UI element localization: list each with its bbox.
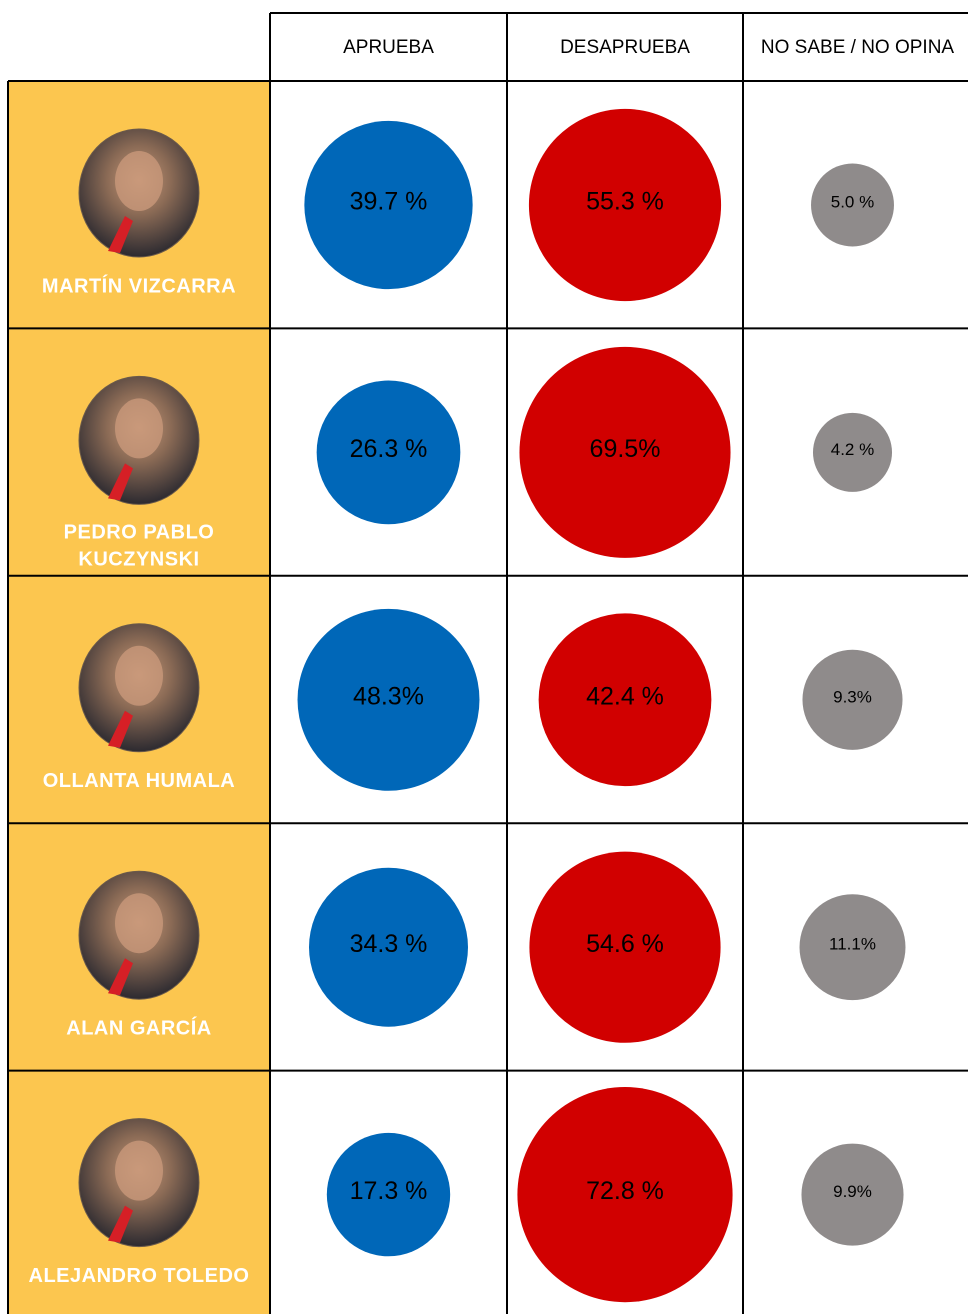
president-name: KUCZYNSKI (78, 549, 199, 571)
portrait-face (115, 646, 163, 706)
president-name: OLLANTA HUMALA (43, 770, 236, 792)
president-name: ALEJANDRO TOLEDO (29, 1265, 250, 1287)
value-label: 5.0 % (831, 192, 874, 211)
president-name: PEDRO PABLO (64, 522, 215, 544)
value-label: 9.9% (833, 1182, 872, 1201)
portrait-face (115, 398, 163, 458)
value-label: 72.8 % (586, 1177, 664, 1205)
president-name: ALAN GARCÍA (66, 1016, 212, 1039)
portrait-face (115, 1141, 163, 1201)
value-label: 34.3 % (350, 930, 428, 958)
portrait-face (115, 893, 163, 953)
value-label: 54.6 % (586, 930, 664, 958)
value-label: 69.5% (590, 435, 661, 463)
value-label: 9.3% (833, 687, 872, 706)
value-label: 48.3% (353, 682, 424, 710)
table-graphic: APRUEBA DESAPRUEBA NO SABE / NO OPINA MARTÍ… (0, 0, 968, 1314)
column-header: APRUEBA (343, 37, 434, 58)
value-label: 17.3 % (350, 1177, 428, 1205)
value-label: 42.4 % (586, 682, 664, 710)
page: {"table": { "columns": ["APRUEBA", "DESA… (0, 0, 968, 1314)
value-label: 55.3 % (586, 188, 664, 216)
value-label: 26.3 % (350, 435, 428, 463)
column-header: NO SABE / NO OPINA (761, 37, 955, 58)
value-label: 4.2 % (831, 440, 874, 459)
value-label: 11.1% (829, 935, 876, 954)
portrait-face (115, 151, 163, 211)
value-label: 39.7 % (350, 188, 428, 216)
column-header: DESAPRUEBA (560, 37, 690, 58)
president-name: MARTÍN VIZCARRA (42, 274, 236, 297)
